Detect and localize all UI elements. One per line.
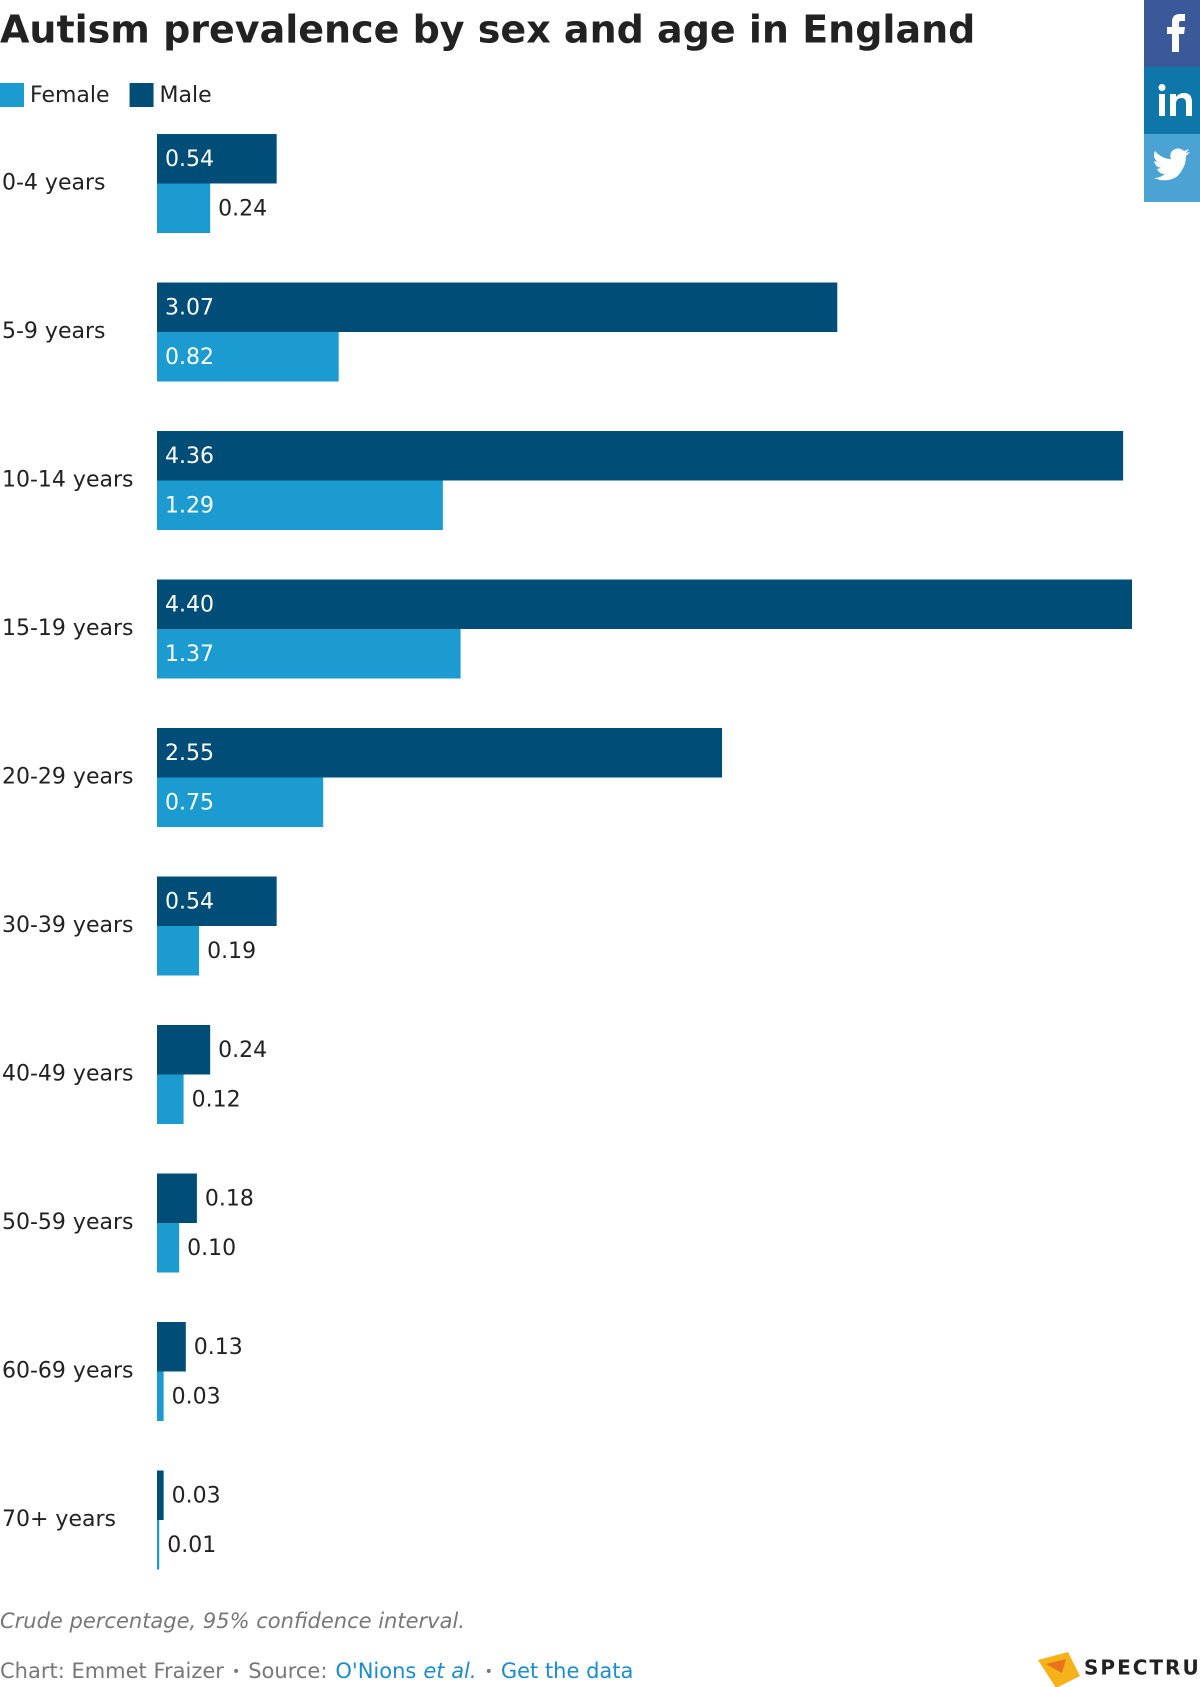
bar [157, 1470, 164, 1520]
bar [157, 282, 838, 332]
bar [157, 431, 1124, 481]
bar [157, 1223, 180, 1273]
source-link[interactable]: O'Nions [335, 1659, 416, 1683]
value-label: 2.55 [165, 741, 214, 766]
value-label: 0.03 [172, 1483, 221, 1508]
category-label: 10-14 years [2, 468, 133, 493]
bar [157, 1520, 160, 1570]
value-label: 4.40 [165, 592, 214, 617]
credit: Chart: Emmet Fraizer [0, 1659, 224, 1683]
data-link[interactable]: Get the data [501, 1659, 634, 1683]
value-label: 0.01 [167, 1533, 216, 1558]
facebook-icon [1167, 14, 1185, 52]
bar [157, 1371, 164, 1421]
category-label: 40-49 years [2, 1062, 133, 1087]
separator: • [485, 1664, 493, 1680]
legend-label: Female [30, 83, 110, 108]
linkedin-icon [1158, 84, 1192, 116]
source-line: Chart: Emmet Fraizer • Source: O'Nions et al… [0, 1659, 633, 1683]
bar [157, 579, 1132, 629]
social-buttons [1144, 0, 1200, 202]
bar [157, 926, 200, 976]
bar [157, 1025, 211, 1075]
category-label: 60-69 years [2, 1359, 133, 1384]
category-label: 15-19 years [2, 616, 133, 641]
value-label: 1.37 [165, 642, 214, 667]
value-label: 0.82 [165, 345, 214, 370]
value-label: 0.03 [172, 1384, 221, 1409]
value-label: 0.19 [207, 939, 256, 964]
bar [157, 183, 211, 233]
value-label: 0.13 [194, 1335, 243, 1360]
source-label: Source: [248, 1659, 327, 1683]
note: Crude percentage, 95% confidence interva… [0, 1609, 465, 1633]
chart-title: Autism prevalence by sex and age in Engl… [0, 8, 975, 52]
category-label: 20-29 years [2, 765, 133, 790]
value-label: 4.36 [165, 444, 214, 469]
bar [157, 332, 339, 382]
category-label: 70+ years [2, 1507, 116, 1532]
value-label: 1.29 [165, 493, 214, 518]
category-label: 30-39 years [2, 913, 133, 938]
value-label: 0.24 [218, 1038, 267, 1063]
bar [157, 1173, 197, 1223]
bar [157, 876, 277, 926]
separator: • [232, 1664, 240, 1680]
logo-text: SPECTRUM [1084, 1656, 1200, 1680]
value-label: 0.54 [165, 889, 214, 914]
legend-label: Male [160, 83, 212, 108]
bar [157, 480, 443, 530]
category-label: 50-59 years [2, 1210, 133, 1235]
legend-swatch [0, 83, 24, 107]
category-label: 0-4 years [2, 171, 105, 196]
value-label: 0.18 [205, 1186, 254, 1211]
logo-icon-detail [1046, 1659, 1066, 1673]
bar [157, 134, 277, 184]
value-label: 0.24 [218, 196, 267, 221]
value-label: 0.54 [165, 147, 214, 172]
bar [157, 1322, 186, 1372]
bar [157, 777, 324, 827]
bar [157, 629, 461, 679]
legend-swatch [129, 83, 154, 107]
bar [157, 728, 723, 778]
value-label: 0.12 [192, 1087, 241, 1112]
value-label: 3.07 [165, 295, 214, 320]
value-label: 0.10 [187, 1236, 236, 1261]
bar [157, 1074, 184, 1124]
twitter-icon [1154, 148, 1190, 181]
source-link-italic[interactable]: et al. [423, 1659, 476, 1683]
category-label: 5-9 years [2, 319, 105, 344]
value-label: 0.75 [165, 790, 214, 815]
